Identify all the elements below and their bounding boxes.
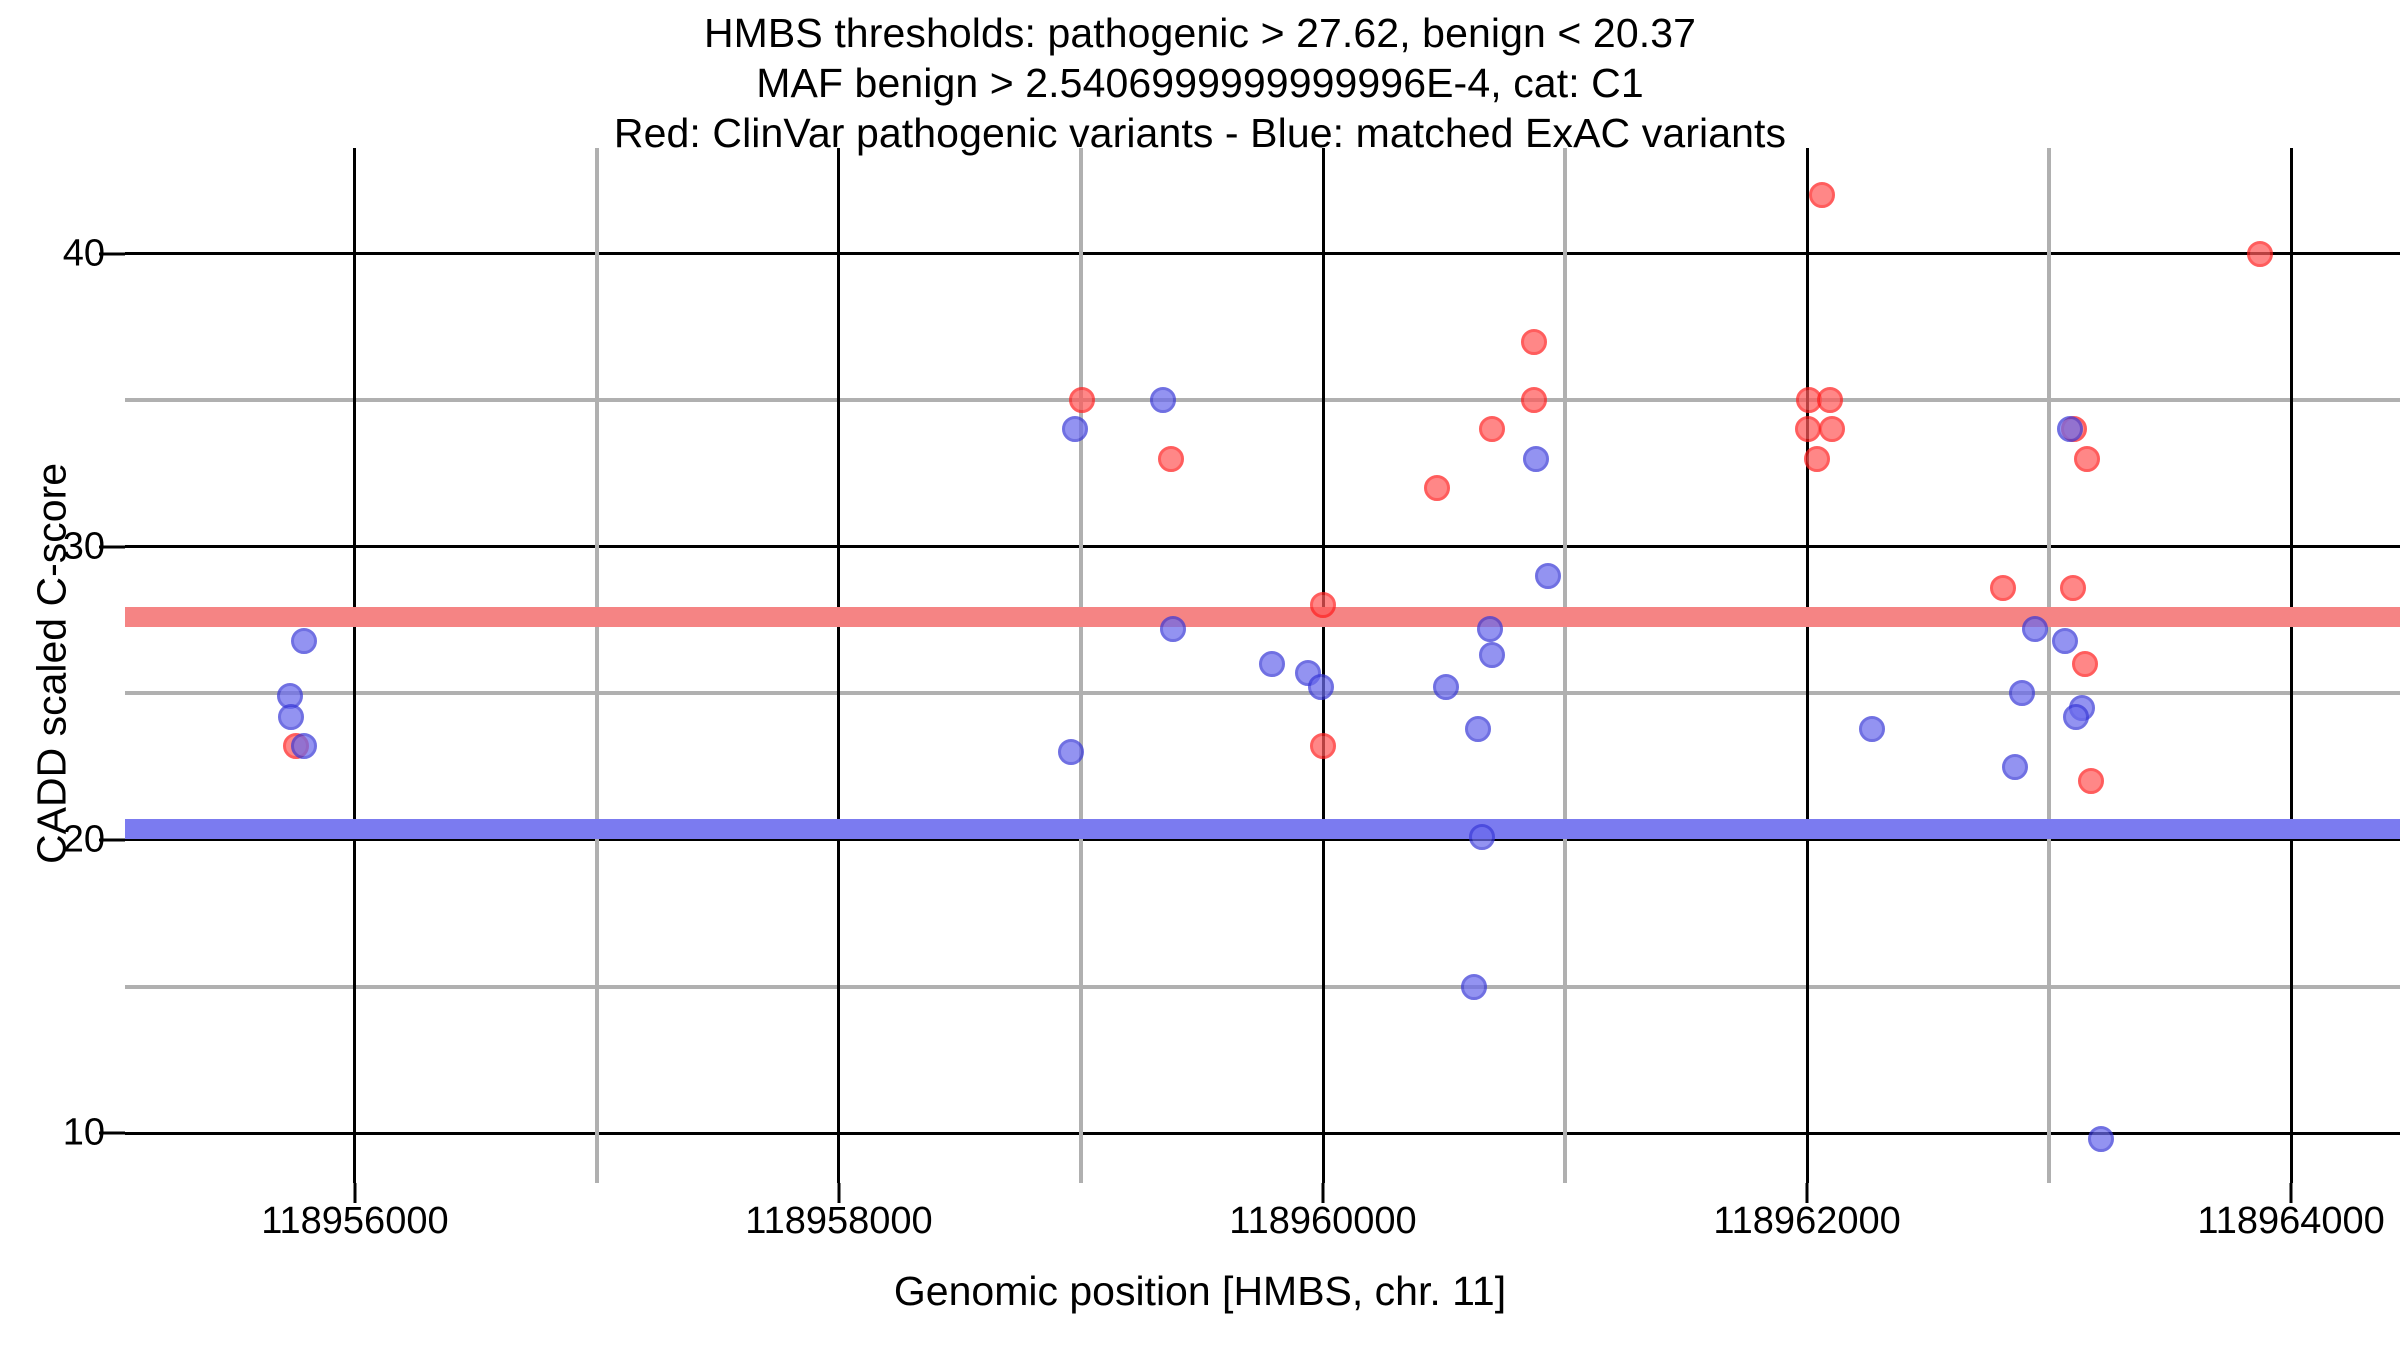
x-tick-label: 118958000 xyxy=(745,1200,933,1242)
point-benign xyxy=(2088,1126,2115,1153)
x-tick-label: 118960000 xyxy=(1229,1200,1417,1242)
point-benign xyxy=(1468,824,1495,851)
title-line-1: HMBS thresholds: pathogenic > 27.62, ben… xyxy=(703,10,1697,56)
x-tick-label: 118956000 xyxy=(261,1200,449,1242)
gridline-vertical-major xyxy=(1805,148,1809,1183)
point-benign xyxy=(1307,674,1334,701)
point-benign xyxy=(1058,738,1085,765)
point-pathogenic xyxy=(2060,574,2087,601)
point-benign xyxy=(2021,615,2048,642)
point-pathogenic xyxy=(2072,651,2099,678)
point-pathogenic xyxy=(1803,445,1830,472)
point-pathogenic xyxy=(2078,768,2105,795)
gridline-horizontal-major xyxy=(125,838,2400,842)
point-benign xyxy=(2009,680,2036,707)
y-tick-mark xyxy=(99,252,125,256)
gridline-vertical-minor xyxy=(1563,148,1568,1183)
point-benign xyxy=(1535,563,1562,590)
gridline-horizontal-minor xyxy=(125,984,2400,989)
x-axis-title: Genomic position [HMBS, chr. 11] xyxy=(893,1268,1507,1314)
y-tick-label: 20 xyxy=(62,818,105,861)
gridline-horizontal-minor xyxy=(125,691,2400,696)
gridline-vertical-minor xyxy=(2047,148,2052,1183)
title-line-3: Red: ClinVar pathogenic variants - Blue:… xyxy=(613,110,1787,156)
point-benign xyxy=(2056,416,2083,443)
x-tick-label: 118964000 xyxy=(2197,1200,2385,1242)
gridline-horizontal-major xyxy=(125,252,2400,256)
gridline-horizontal-minor xyxy=(125,398,2400,403)
point-benign xyxy=(1433,674,1460,701)
point-pathogenic xyxy=(1990,574,2017,601)
point-benign xyxy=(1522,445,1549,472)
point-pathogenic xyxy=(1310,592,1337,619)
point-pathogenic xyxy=(1520,328,1547,355)
y-axis-title: CADD scaled C-score xyxy=(28,463,75,864)
point-benign xyxy=(2051,627,2078,654)
point-benign xyxy=(1461,973,1488,1000)
point-benign xyxy=(1477,615,1503,642)
plot-area xyxy=(125,148,2400,1183)
point-pathogenic xyxy=(1819,416,1846,443)
point-benign xyxy=(1150,387,1177,414)
point-pathogenic xyxy=(1157,445,1184,472)
point-benign xyxy=(2062,703,2089,730)
point-benign xyxy=(291,627,318,654)
gridline-vertical-minor xyxy=(594,148,599,1183)
y-tick-label: 30 xyxy=(62,525,105,568)
gridline-vertical-minor xyxy=(1078,148,1083,1183)
title-line-2: MAF benign > 2.5406999999999996E-4, cat:… xyxy=(756,60,1644,106)
x-tick-label: 118962000 xyxy=(1713,1200,1901,1242)
point-pathogenic xyxy=(2246,240,2273,267)
chart-title: HMBS thresholds: pathogenic > 27.62, ben… xyxy=(0,8,2400,158)
point-benign xyxy=(1859,715,1886,742)
point-pathogenic xyxy=(1795,416,1822,443)
point-pathogenic xyxy=(2073,445,2100,472)
y-tick-mark xyxy=(99,1131,125,1135)
threshold-band-benign xyxy=(125,819,2400,840)
y-tick-mark xyxy=(99,838,125,842)
y-tick-label: 40 xyxy=(62,232,105,275)
x-tick-mark xyxy=(837,1183,841,1203)
point-pathogenic xyxy=(1069,387,1096,414)
point-benign xyxy=(2002,753,2029,780)
x-tick-mark xyxy=(353,1183,357,1203)
point-benign xyxy=(1464,715,1491,742)
x-tick-mark xyxy=(1321,1183,1325,1203)
point-pathogenic xyxy=(1479,416,1506,443)
gridline-vertical-major xyxy=(837,148,841,1183)
gridline-vertical-major xyxy=(2289,148,2293,1183)
point-benign xyxy=(1061,416,1088,443)
point-benign xyxy=(291,733,318,760)
point-benign xyxy=(1479,642,1506,669)
gridline-vertical-major xyxy=(1321,148,1325,1183)
point-benign xyxy=(1259,651,1286,678)
gridline-horizontal-major xyxy=(125,1131,2400,1135)
point-pathogenic xyxy=(1310,733,1336,760)
y-tick-label: 10 xyxy=(62,1111,105,1154)
gridline-vertical-major xyxy=(353,148,357,1183)
threshold-band-pathogenic xyxy=(125,606,2400,627)
point-pathogenic xyxy=(1520,387,1547,414)
point-benign xyxy=(1159,615,1186,642)
point-pathogenic xyxy=(1808,181,1835,208)
point-benign xyxy=(277,703,304,730)
y-tick-mark xyxy=(99,545,125,549)
gridline-horizontal-major xyxy=(125,545,2400,549)
point-pathogenic xyxy=(1817,387,1844,414)
x-tick-mark xyxy=(2289,1183,2293,1203)
x-tick-mark xyxy=(1805,1183,1809,1203)
point-pathogenic xyxy=(1423,475,1450,502)
